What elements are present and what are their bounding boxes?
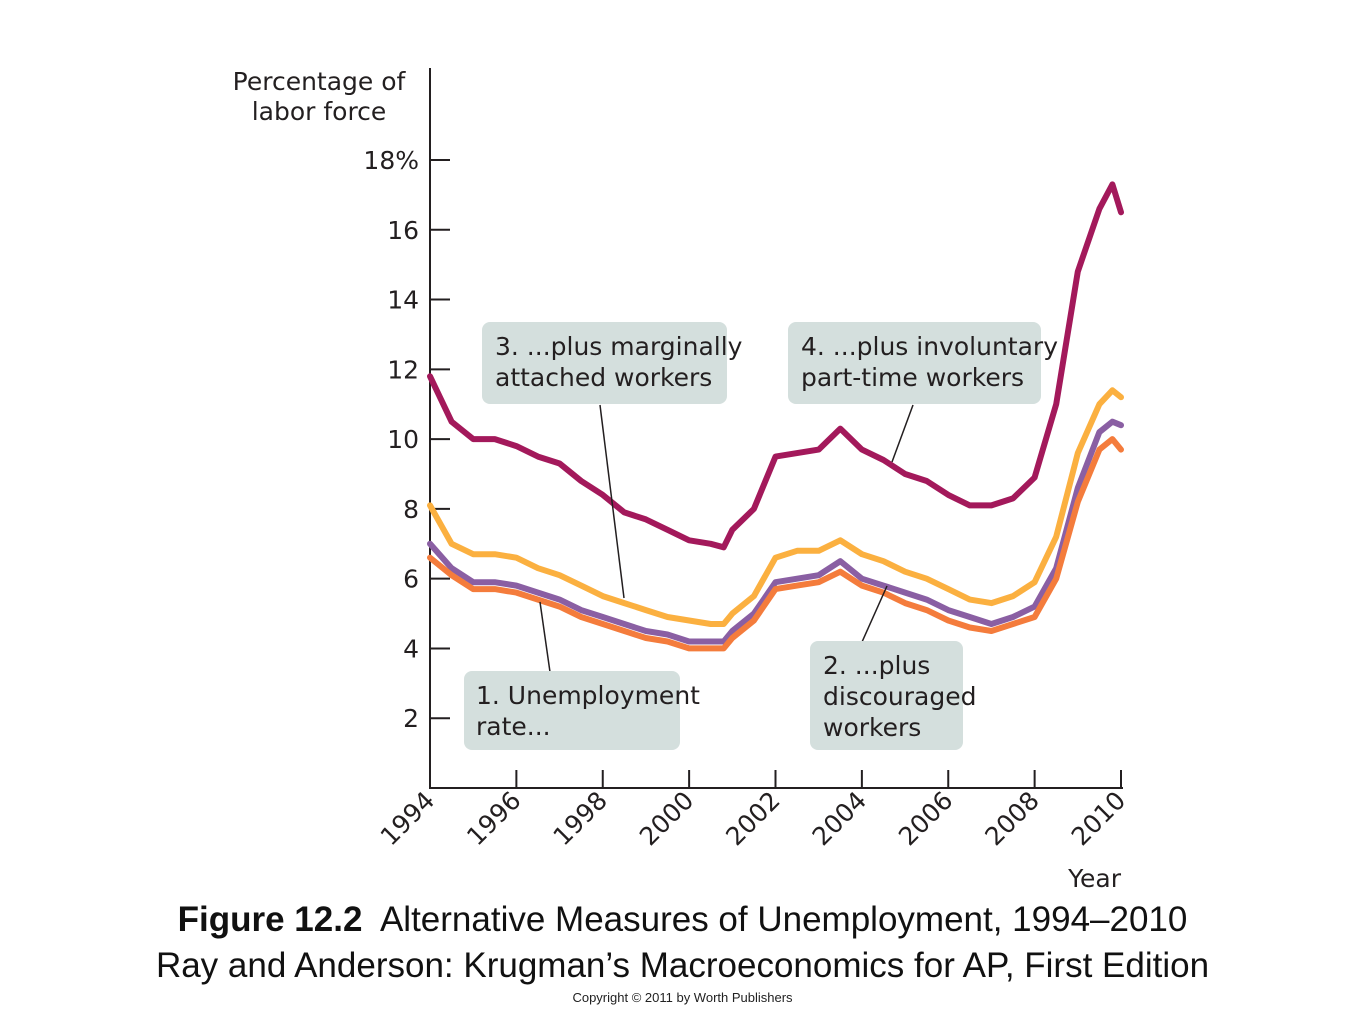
annotation-text: rate... <box>476 712 551 741</box>
y-tick-label: 6 <box>403 565 419 594</box>
y-axis-title-line-2: labor force <box>252 97 387 126</box>
figure-caption: Figure 12.2 Alternative Measures of Unem… <box>0 900 1365 940</box>
x-tick-label: 2008 <box>979 786 1044 851</box>
x-tick-label: 1994 <box>375 786 440 851</box>
x-tick-label: 2000 <box>634 786 699 851</box>
y-axis-title-line-1: Percentage of <box>233 67 407 96</box>
annotation-text: discouraged <box>823 682 976 711</box>
annotation-box <box>810 641 963 750</box>
x-tick-label: 1998 <box>547 786 612 851</box>
series-lines <box>427 181 1124 652</box>
annotation-box <box>788 322 1041 404</box>
x-axis-title: Year <box>1067 864 1122 893</box>
pointer-a4 <box>891 404 914 463</box>
x-tick-label: 2010 <box>1066 786 1131 851</box>
y-tick-label: 10 <box>387 425 419 454</box>
y-ticks: 2 4 6 8 10 12 14 16 18% <box>363 146 450 733</box>
y-tick-label: 8 <box>403 495 419 524</box>
annotation-a4: 4. ...plus involuntary part-time workers <box>788 322 1058 404</box>
figure-title: Alternative Measures of Unemployment, 19… <box>379 900 1188 939</box>
y-tick-label: 14 <box>387 286 419 315</box>
series-line-1 <box>427 181 1124 551</box>
x-tick-label: 2002 <box>720 786 785 851</box>
x-tick-label: 2004 <box>807 786 872 851</box>
figure-source: Ray and Anderson: Krugman’s Macroeconomi… <box>155 946 1210 985</box>
pointer-a1 <box>539 601 551 673</box>
pointer-a3 <box>599 404 625 599</box>
x-tick-label: 1996 <box>461 786 526 851</box>
annotation-text: 3. ...plus marginally <box>495 332 743 361</box>
x-tick-label: 2006 <box>893 786 958 851</box>
pointer-a2 <box>861 585 888 643</box>
annotation-text: 4. ...plus involuntary <box>801 332 1058 361</box>
series-line-2 <box>427 387 1124 627</box>
y-tick-label: 16 <box>387 216 419 245</box>
annotation-a1: 1. Unemployment rate... <box>464 671 700 750</box>
annotation-a3: 3. ...plus marginally attached workers <box>482 322 743 404</box>
series-line-3 <box>427 418 1124 645</box>
annotation-text: part-time workers <box>801 363 1024 392</box>
line-chart: Percentage of labor force 2 4 6 8 10 12 14 16 18… <box>233 67 1132 893</box>
series-line-4 <box>427 436 1124 652</box>
y-tick-label: 2 <box>403 704 419 733</box>
annotation-text: 1. Unemployment <box>476 681 700 710</box>
annotation-pointers <box>539 404 914 673</box>
annotation-a2: 2. ...plus discouraged workers <box>810 641 976 750</box>
figure-label: Figure 12.2 <box>177 900 363 939</box>
annotation-text: attached workers <box>495 363 712 392</box>
annotation-text: workers <box>823 713 921 742</box>
annotation-text: 2. ...plus <box>823 651 930 680</box>
y-tick-label: 18% <box>363 146 419 175</box>
x-ticks: 1994 1996 1998 2000 2002 2004 2006 2008 2010 <box>375 770 1131 851</box>
copyright-notice: Copyright © 2011 by Worth Publishers <box>572 990 793 1005</box>
annotation-box <box>482 322 727 404</box>
y-tick-label: 12 <box>387 355 419 384</box>
annotation-box <box>464 671 680 750</box>
y-tick-label: 4 <box>403 634 419 663</box>
